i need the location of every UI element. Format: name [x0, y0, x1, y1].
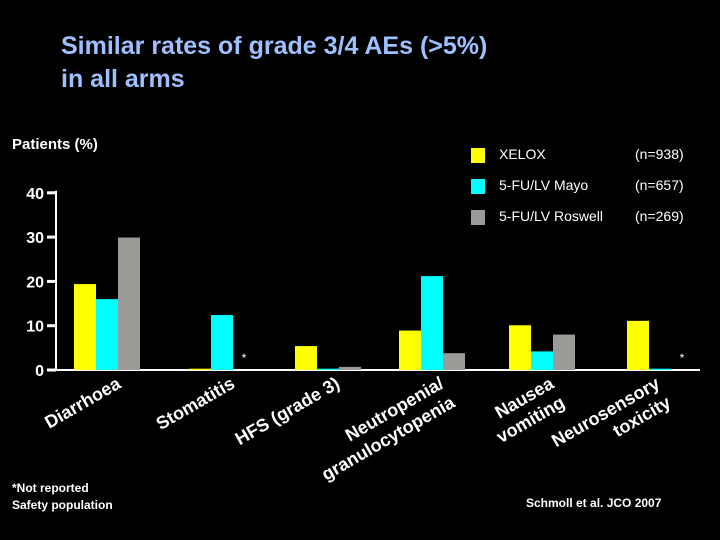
- legend-label-mayo: 5-FU/LV Mayo: [499, 177, 589, 193]
- y-tick-label: 30: [26, 230, 44, 247]
- category-label-0: Diarrhoea: [41, 373, 125, 433]
- footnote-line-2: Safety population: [12, 498, 113, 512]
- category-label-line: Diarrhoea: [41, 373, 125, 433]
- title-line-2: in all arms: [61, 65, 185, 93]
- category-label-1: Stomatitis: [153, 373, 238, 434]
- legend-n-roswell: (n=269): [635, 208, 684, 224]
- legend-n-xelox: (n=938): [635, 146, 684, 162]
- legend-swatch-roswell: [471, 210, 485, 225]
- bar-mayo-3: [421, 276, 443, 370]
- bar-xelox-1: [189, 368, 211, 370]
- footnote-line-1: *Not reported: [12, 481, 89, 495]
- category-label-line: HFS (grade 3): [232, 373, 343, 449]
- bar-mayo-4: [531, 351, 553, 370]
- legend-label-roswell: 5-FU/LV Roswell: [499, 208, 603, 224]
- y-tick-label: 40: [26, 186, 44, 203]
- legend-swatch-mayo: [471, 179, 485, 194]
- y-tick-label: 0: [35, 363, 44, 380]
- bar-mayo-2: [317, 368, 339, 370]
- bar-mayo-5: [649, 368, 671, 370]
- bar-xelox-4: [509, 325, 531, 370]
- bar-xelox-2: [295, 346, 317, 370]
- bar-xelox-0: [74, 284, 96, 370]
- title-line-1: Similar rates of grade 3/4 AEs (>5%): [61, 32, 488, 60]
- bar-roswell-4: [553, 334, 575, 370]
- y-tick-label: 10: [26, 319, 44, 336]
- bar-roswell-0: [118, 237, 140, 370]
- y-axis-label: Patients (%): [12, 136, 98, 153]
- y-tick-label: 20: [26, 274, 44, 291]
- bar-roswell-3: [443, 353, 465, 370]
- bar-roswell-2: [339, 366, 361, 370]
- bar-mayo-1: [211, 315, 233, 370]
- not-reported-marker: *: [242, 351, 247, 365]
- category-label-line: Stomatitis: [153, 373, 238, 434]
- legend-n-mayo: (n=657): [635, 177, 684, 193]
- not-reported-marker: *: [680, 351, 685, 365]
- slide-title: Similar rates of grade 3/4 AEs (>5%) in …: [61, 30, 487, 96]
- bar-xelox-5: [627, 320, 649, 370]
- bar-mayo-0: [96, 299, 118, 370]
- category-label-2: HFS (grade 3): [232, 373, 343, 449]
- legend-swatch-xelox: [471, 148, 485, 163]
- footnote: *Not reported Safety population: [12, 480, 113, 514]
- legend-label-xelox: XELOX: [499, 146, 546, 162]
- citation: Schmoll et al. JCO 2007: [526, 496, 662, 510]
- bar-xelox-3: [399, 330, 421, 370]
